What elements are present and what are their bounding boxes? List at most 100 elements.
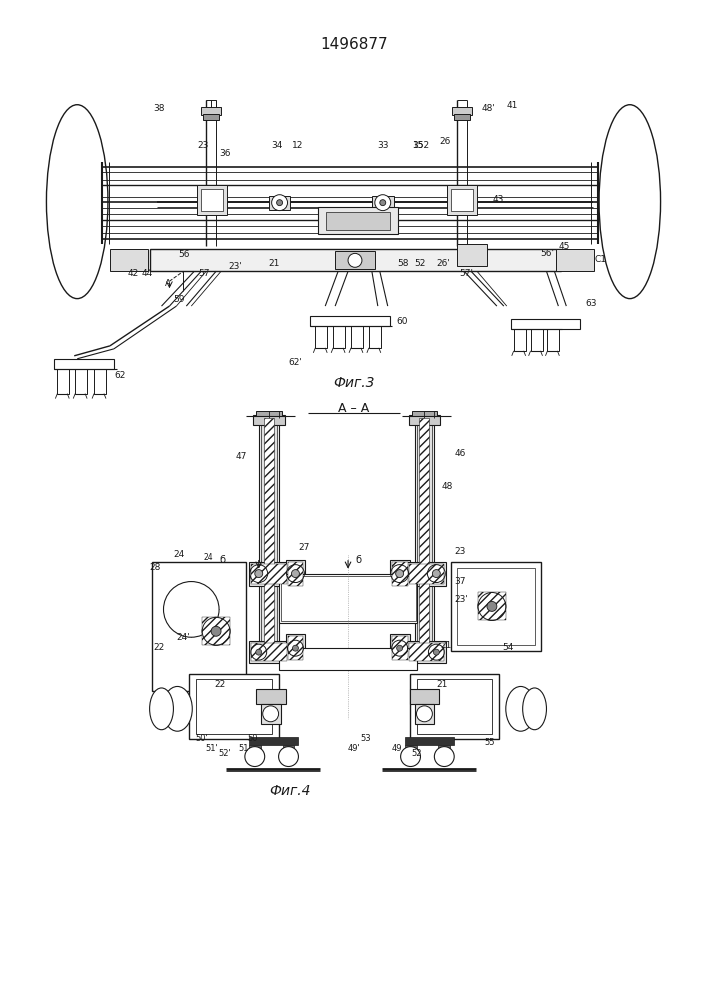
Text: Фиг.4: Фиг.4: [270, 784, 311, 798]
Text: 22: 22: [214, 680, 226, 689]
Circle shape: [401, 747, 421, 767]
Text: C1: C1: [594, 255, 606, 264]
Text: 58: 58: [397, 259, 409, 268]
Bar: [409, 415, 440, 425]
Text: 52: 52: [411, 749, 422, 758]
Circle shape: [163, 582, 219, 637]
Bar: [407, 641, 446, 663]
Bar: [54, 359, 114, 369]
Text: 53: 53: [360, 734, 370, 743]
Text: б: б: [219, 555, 226, 565]
Circle shape: [380, 200, 386, 206]
Circle shape: [211, 626, 221, 636]
Circle shape: [397, 645, 402, 651]
Text: 36: 36: [219, 149, 230, 158]
Text: 26: 26: [439, 137, 450, 146]
Text: 56: 56: [178, 250, 190, 259]
Bar: [369, 326, 381, 348]
Ellipse shape: [163, 686, 192, 731]
Text: 52': 52': [218, 749, 230, 758]
Circle shape: [255, 570, 263, 578]
Bar: [94, 369, 106, 394]
Text: б: б: [355, 555, 361, 565]
Bar: [414, 704, 434, 724]
Bar: [259, 418, 279, 657]
Bar: [451, 562, 541, 651]
Bar: [351, 326, 363, 348]
Text: 24': 24': [177, 633, 190, 642]
Bar: [411, 410, 438, 416]
Bar: [253, 415, 284, 425]
Text: 48': 48': [482, 104, 496, 113]
Text: А – А: А – А: [339, 402, 370, 415]
Bar: [57, 369, 69, 394]
Bar: [457, 568, 534, 645]
Bar: [315, 326, 327, 348]
Text: 1496877: 1496877: [320, 37, 388, 52]
Bar: [326, 212, 390, 230]
Bar: [286, 634, 305, 662]
Text: 50: 50: [248, 734, 258, 743]
Bar: [150, 249, 561, 271]
Text: 21: 21: [440, 641, 452, 650]
Circle shape: [263, 706, 279, 722]
Text: 62': 62': [288, 358, 303, 367]
Bar: [256, 689, 286, 704]
Bar: [392, 636, 407, 660]
Bar: [110, 249, 148, 271]
Bar: [416, 679, 492, 734]
Bar: [197, 185, 227, 215]
Text: 21: 21: [436, 680, 448, 689]
Bar: [201, 107, 221, 115]
Text: 21: 21: [269, 259, 280, 268]
Bar: [514, 329, 525, 351]
Text: 49: 49: [392, 744, 402, 753]
Bar: [390, 560, 409, 588]
Circle shape: [276, 200, 283, 206]
Text: 48: 48: [441, 482, 452, 491]
Text: 44: 44: [141, 269, 153, 278]
Bar: [251, 643, 286, 661]
Bar: [269, 196, 291, 210]
Bar: [151, 562, 246, 691]
Text: Фиг.3: Фиг.3: [333, 376, 375, 390]
Text: 49': 49': [348, 744, 361, 753]
Circle shape: [396, 570, 404, 578]
Bar: [249, 737, 298, 745]
Text: 51': 51': [205, 744, 218, 753]
Bar: [448, 185, 477, 215]
Text: 59: 59: [173, 295, 185, 304]
Bar: [279, 648, 418, 670]
Bar: [409, 643, 444, 661]
Circle shape: [487, 601, 497, 611]
Bar: [416, 418, 433, 657]
Text: 43: 43: [493, 195, 504, 204]
Bar: [454, 114, 470, 120]
Bar: [409, 689, 439, 704]
Circle shape: [433, 649, 439, 655]
Bar: [197, 679, 271, 734]
Text: 27: 27: [298, 543, 310, 552]
Text: 46: 46: [454, 449, 466, 458]
Bar: [249, 562, 288, 586]
Bar: [281, 576, 416, 621]
Bar: [392, 562, 407, 586]
Bar: [451, 189, 473, 211]
Text: 56': 56': [541, 249, 554, 258]
Text: 37: 37: [454, 577, 466, 586]
Text: 51: 51: [238, 744, 248, 753]
Bar: [333, 326, 345, 348]
Text: 34: 34: [271, 141, 283, 150]
Bar: [409, 564, 444, 584]
Bar: [201, 189, 223, 211]
Circle shape: [279, 747, 298, 767]
Text: 42: 42: [128, 269, 139, 278]
Text: 47: 47: [236, 452, 247, 461]
Bar: [202, 617, 230, 645]
Bar: [279, 574, 418, 623]
Ellipse shape: [47, 105, 108, 299]
Text: 41: 41: [507, 101, 518, 110]
Bar: [404, 737, 454, 745]
Bar: [249, 641, 288, 663]
Ellipse shape: [506, 686, 536, 731]
